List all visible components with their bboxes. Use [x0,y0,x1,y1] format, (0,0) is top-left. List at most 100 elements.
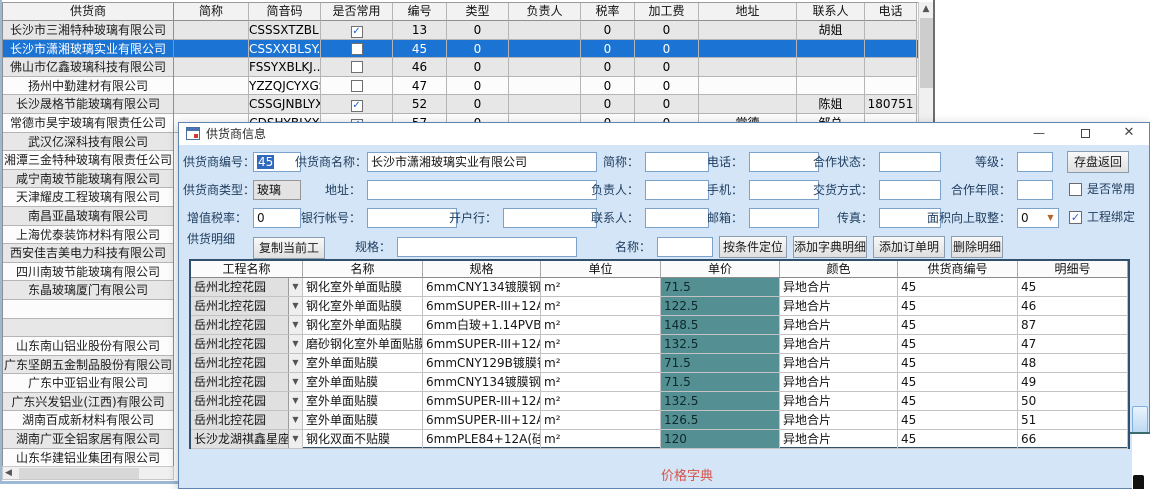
scrollbar-thumb[interactable] [1132,406,1148,433]
supplier-list-item[interactable]: 山东南山铝业股份有限公司 [3,337,173,356]
chevron-down-icon[interactable]: ▼ [288,354,302,372]
name-filter-input[interactable] [657,237,713,257]
bank-name-field[interactable] [503,208,597,228]
email-field[interactable] [749,208,819,228]
locate-by-condition-button[interactable]: 按条件定位 [719,236,787,258]
chevron-down-icon[interactable]: ▼ [288,373,302,391]
chevron-down-icon[interactable]: ▼ [288,430,302,448]
supplier-list-item[interactable]: 广东兴发铝业(江西)有限公司 [3,392,173,412]
supplier-grid-row[interactable]: FSSYXBLKJ... 46 0 0 0 [174,58,918,77]
supplier-list-item[interactable]: 四川南玻节能玻璃有限公司 [3,262,173,282]
supplier-list-item[interactable]: 佛山市亿鑫玻璃科技有限公司 [3,58,173,77]
detail-grid-row[interactable]: 岳州北控花园▼室外单面贴膜6mmCNY129B镀膜钢化m²71.5异地合片454… [191,354,1128,373]
project-combobox-cell[interactable]: 岳州北控花园 ▼ [191,278,303,297]
manager-field[interactable] [645,180,709,200]
chevron-down-icon[interactable]: ▼ [288,297,302,315]
supplier-list-item[interactable]: 湖南广亚全铝家居有限公司 [3,430,173,449]
spec-filter-input[interactable] [397,237,577,257]
supplier-grid-row[interactable]: CSSXXBLSY... 45 0 0 0 [174,39,918,59]
coop-years-field[interactable] [1017,180,1053,200]
supplier-list-item[interactable]: 山东华建铝业集团有限公司 [3,448,173,468]
supplier-list-item[interactable]: 东晶玻璃厦门有限公司 [3,281,173,300]
project-combobox-cell[interactable]: 岳州北控花园 ▼ [191,335,303,354]
minimize-button[interactable]: — [1033,126,1045,140]
contact-field[interactable] [645,208,709,228]
scrollbar-thumb[interactable] [19,468,139,479]
maximize-button[interactable] [1070,123,1100,144]
chevron-down-icon[interactable]: ▼ [288,392,302,410]
scrollbar-thumb[interactable] [920,18,933,88]
add-dictionary-detail-button[interactable]: 添加字典明细 [793,236,867,258]
scroll-left-icon[interactable]: ◀ [5,468,12,478]
bank-account-field[interactable] [367,208,457,228]
horizontal-scrollbar[interactable]: ◀ [2,466,174,480]
checkbox-checked-icon[interactable]: ✓ [350,26,363,38]
checkbox-checked-icon[interactable]: ✓ [350,100,363,113]
supplier-list-item[interactable]: 西安佳吉美电力科技有限公司 [3,244,173,263]
common-checkbox-unchecked-icon[interactable] [1069,183,1082,196]
supplier-list-item[interactable] [3,318,173,338]
detail-grid-row[interactable]: 岳州北控花园▼钢化室外单面贴膜6mmSUPER-III+12A(硅...m²12… [191,297,1128,316]
detail-grid-row[interactable]: 岳州北控花园▼室外单面贴膜6mmSUPER-III+12A(硅...m²126.… [191,411,1128,430]
vertical-scrollbar[interactable]: ▲ [918,2,933,123]
supplier-type-field[interactable]: 玻璃 [253,180,301,200]
project-combobox-cell[interactable]: 岳州北控花园 ▼ [191,411,303,430]
short-name-field[interactable] [645,152,709,172]
address-field[interactable] [367,180,597,200]
checkbox-unchecked-icon[interactable] [350,61,363,74]
supplier-list-item[interactable]: 湖南百成新材料有限公司 [3,411,173,431]
supplier-list-item[interactable]: 常德市昊宇玻璃有限责任公司 [3,113,173,133]
chevron-down-icon[interactable]: ▼ [288,411,302,429]
supplier-list-item[interactable]: 扬州中勤建材有限公司 [3,76,173,96]
supplier-list-item[interactable]: 咸宁南玻节能玻璃有限公司 [3,169,173,189]
supplier-list-item[interactable]: 武汉亿深科技有限公司 [3,132,173,152]
detail-grid-row[interactable]: 岳州北控花园 ▼ 室外单面贴膜 6mmCNY134镀膜钢化 m² 71.5 异地合片 45 49 [191,373,1128,392]
project-combobox-cell[interactable]: 岳州北控花园 ▼ [191,316,303,335]
area-roundup-combobox[interactable]: 0 ▼ [1017,208,1059,228]
supplier-id-field[interactable]: 45 [253,152,301,172]
supplier-name-field[interactable]: 长沙市潇湘玻璃实业有限公司 [367,152,597,172]
detail-grid-row[interactable]: 岳州北控花园▼磨砂钢化室外单面贴膜6mmSUPER-III+12A(硅...m²… [191,335,1128,354]
vat-rate-field[interactable]: 0 [253,208,301,228]
copy-current-project-button[interactable]: 复制当前工程 [253,237,325,275]
delivery-field[interactable] [879,180,941,200]
supplier-list-item[interactable]: 广东中亚铝业有限公司 [3,374,173,393]
detail-grid-row[interactable]: 长沙龙湖祺鑫星座▼钢化双面不贴膜6mmPLE84+12A(硅酮胶...m²120… [191,430,1128,449]
chevron-down-icon[interactable]: ▼ [288,316,302,334]
chevron-down-icon[interactable]: ▼ [1047,213,1054,222]
bind-checkbox-checked-icon[interactable]: ✓ [1069,211,1082,224]
chevron-down-icon[interactable]: ▼ [288,335,302,353]
project-combobox-cell[interactable]: 岳州北控花园 ▼ [191,373,303,392]
detail-grid-row[interactable]: 岳州北控花园▼室外单面贴膜6mmSUPER-III+12A(硅...m²132.… [191,392,1128,411]
supplier-list-item[interactable]: 长沙晟格节能玻璃有限公司 [3,95,173,114]
supplier-list-item[interactable]: 天津耀皮工程玻璃有限公司 [3,188,173,207]
project-combobox-cell[interactable]: 岳州北控花园 ▼ [191,354,303,373]
supplier-list-item[interactable]: 上海优泰装饰材料有限公司 [3,225,173,245]
phone-field[interactable] [749,152,819,172]
grade-field[interactable] [1017,152,1053,172]
detail-grid-row[interactable]: 岳州北控花园 ▼ 钢化室外单面贴膜 6mmCNY134镀膜钢化 m² 71.5 异地合片 45… [191,278,1128,297]
chevron-down-icon[interactable]: ▼ [288,278,302,296]
checkbox-unchecked-icon[interactable] [350,79,363,92]
project-combobox-cell[interactable]: 岳州北控花园 ▼ [191,392,303,411]
add-order-detail-button[interactable]: 添加订单明细 [873,236,945,274]
checkbox-unchecked-icon[interactable] [350,42,363,55]
detail-grid-row[interactable]: 岳州北控花园▼钢化室外单面贴膜6mm白玻+1.14PVB+6mm...m²148… [191,316,1128,335]
mobile-field[interactable] [749,180,819,200]
dialog-titlebar[interactable]: 供货商信息 — ✕ [179,123,1149,145]
fax-field[interactable] [879,208,941,228]
scroll-up-icon[interactable]: ▲ [922,4,930,14]
coop-status-field[interactable] [879,152,941,172]
supplier-list-item[interactable]: 广东坚朗五金制品股份有限公司 [3,355,173,375]
project-combobox-cell[interactable]: 长沙龙湖祺鑫星座 ▼ [191,430,303,449]
supplier-list-item[interactable]: 南昌亚晶玻璃有限公司 [3,206,173,226]
supplier-list-item[interactable]: 长沙市潇湘玻璃实业有限公司 [3,39,173,59]
project-combobox-cell[interactable]: 岳州北控花园 ▼ [191,297,303,316]
close-button[interactable]: ✕ [1123,125,1135,140]
supplier-grid-row[interactable]: YZZQJCYXGS 47 0 0 0 [174,76,918,96]
supplier-list-item[interactable]: 湘潭三金特种玻璃有限责任公司 [3,151,173,170]
supplier-list-item[interactable] [3,299,173,319]
delete-detail-button[interactable]: 删除明细 [951,236,1003,258]
